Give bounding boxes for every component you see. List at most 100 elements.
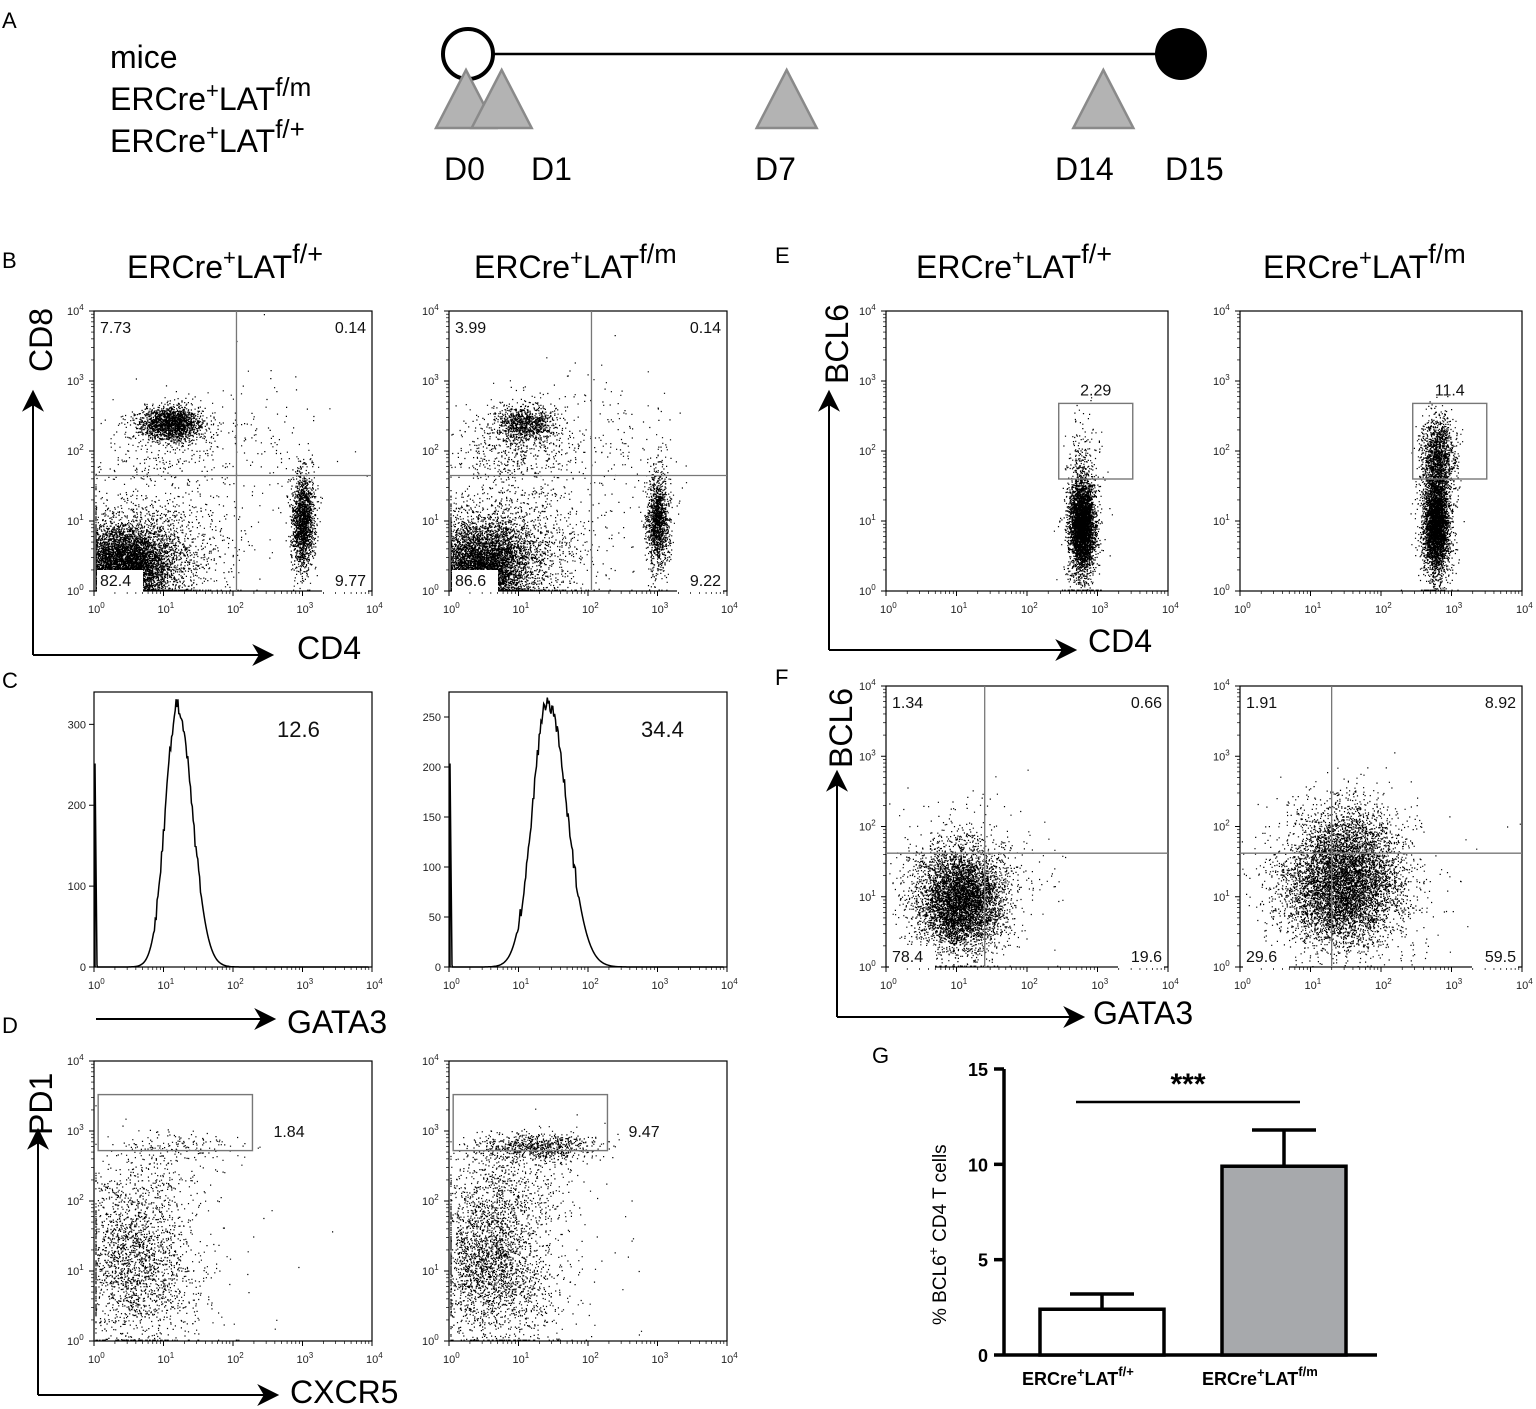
event-dots bbox=[1241, 752, 1521, 968]
x-tick-label: 100 bbox=[443, 1351, 460, 1366]
axis-name-d-y: PD1 bbox=[23, 1073, 59, 1135]
x-tick-label: 102 bbox=[227, 1351, 244, 1366]
bar-0 bbox=[1038, 1307, 1166, 1357]
x-tick-label: 104 bbox=[721, 1351, 738, 1366]
histogram-gate-value: 34.4 bbox=[641, 717, 684, 742]
y-tick-label: 200 bbox=[423, 762, 441, 774]
plot-b-right: 100 101 102 103 104 100 101 102 103 104 3.99 0.14 86… bbox=[422, 303, 738, 616]
x-tick-label: 104 bbox=[366, 601, 383, 616]
timeline-day-label: D14 bbox=[1055, 151, 1114, 187]
quadrant-value-ul: 1.91 bbox=[1246, 695, 1277, 712]
panel-label-g: G bbox=[872, 1043, 889, 1068]
quadrant-value-lr: 9.22 bbox=[690, 573, 721, 590]
y-tick-label: 104 bbox=[67, 303, 84, 318]
y-tick-label: 103 bbox=[1213, 373, 1230, 388]
axis-name-f-x: GATA3 bbox=[1093, 995, 1193, 1031]
y-tick-label: 100 bbox=[67, 583, 84, 598]
x-tick-label: 100 bbox=[88, 601, 105, 616]
x-tick-label: 102 bbox=[1021, 601, 1038, 616]
plot-c-right: 100 101 102 103 104 0 50 100 150 200 250 34.4 bbox=[423, 691, 738, 992]
plot-frame bbox=[93, 1060, 373, 1342]
injection-marker-2 bbox=[754, 67, 819, 130]
x-tick-label: 101 bbox=[1305, 601, 1322, 616]
y-tick-label: 102 bbox=[859, 443, 876, 458]
genotype-label-fplus: ERCre+LATf/+ bbox=[110, 114, 305, 159]
event-dots bbox=[1400, 396, 1465, 591]
x-tick-label: 100 bbox=[1234, 601, 1251, 616]
x-tick-label: 103 bbox=[1446, 601, 1463, 616]
x-tick-label: 101 bbox=[951, 601, 968, 616]
axis-name-b-y: CD8 bbox=[23, 308, 59, 372]
plot-frame bbox=[448, 1060, 728, 1342]
quadrant-value-lr: 19.6 bbox=[1131, 949, 1162, 966]
bar-y-tick-label: 5 bbox=[978, 1251, 988, 1271]
x-tick-label: 103 bbox=[1092, 601, 1109, 616]
panel-label-d: D bbox=[2, 1013, 18, 1038]
y-tick-label: 103 bbox=[859, 373, 876, 388]
y-tick-label: 103 bbox=[859, 748, 876, 763]
y-tick-label: 102 bbox=[422, 1193, 439, 1208]
x-tick-label: 104 bbox=[1162, 601, 1179, 616]
x-tick-label: 100 bbox=[88, 1351, 105, 1366]
x-tick-label: 103 bbox=[297, 977, 314, 992]
title-b-right: ERCre+LATf/m bbox=[474, 239, 677, 285]
bar-chart-ylabel: % BCL6+ CD4 T cells bbox=[925, 1144, 951, 1325]
y-tick-label: 103 bbox=[1213, 748, 1230, 763]
injection-marker-3 bbox=[1071, 67, 1136, 130]
plot-e-right: 100 101 102 103 104 100 101 102 103 104 11.4 bbox=[1213, 303, 1533, 616]
y-tick-label: 100 bbox=[67, 1333, 84, 1348]
y-tick-label: 101 bbox=[859, 513, 876, 528]
bar-label-fplus: ERCre+LATf/+ bbox=[1022, 1364, 1134, 1389]
axis-name-c-x: GATA3 bbox=[287, 1004, 387, 1040]
y-tick-label: 101 bbox=[67, 513, 84, 528]
y-tick-label: 104 bbox=[67, 1053, 84, 1068]
x-tick-label: 102 bbox=[1375, 601, 1392, 616]
y-tick-label: 200 bbox=[68, 800, 86, 812]
x-tick-label: 100 bbox=[88, 977, 105, 992]
event-dots bbox=[450, 1108, 643, 1341]
quadrant-value-lr: 59.5 bbox=[1485, 949, 1516, 966]
x-tick-label: 103 bbox=[652, 601, 669, 616]
y-tick-label: 100 bbox=[1213, 959, 1230, 974]
y-tick-label: 104 bbox=[859, 678, 876, 693]
quadrant-value-ul: 1.34 bbox=[892, 695, 923, 712]
y-tick-label: 101 bbox=[1213, 889, 1230, 904]
event-dots bbox=[450, 335, 688, 591]
y-tick-label: 101 bbox=[422, 1263, 439, 1278]
x-tick-label: 100 bbox=[1234, 977, 1251, 992]
y-tick-label: 150 bbox=[423, 812, 441, 824]
y-tick-label: 102 bbox=[859, 819, 876, 834]
end-filled-circle bbox=[1155, 28, 1207, 80]
y-tick-label: 101 bbox=[67, 1263, 84, 1278]
axis-name-f-y: BCL6 bbox=[823, 688, 859, 768]
plot-b-left: 100 101 102 103 104 100 101 102 103 104 7.73 0.14 82… bbox=[67, 303, 383, 616]
y-tick-label: 250 bbox=[423, 712, 441, 724]
y-tick-label: 104 bbox=[1213, 303, 1230, 318]
x-tick-label: 103 bbox=[297, 601, 314, 616]
x-tick-label: 101 bbox=[158, 977, 175, 992]
quadrant-value-ur: 0.14 bbox=[690, 320, 721, 337]
x-tick-label: 102 bbox=[227, 601, 244, 616]
plot-f-left: 100 101 102 103 104 100 101 102 103 104 1.34 0.66 78… bbox=[859, 678, 1179, 992]
bcl6-gate-value: 2.29 bbox=[1080, 382, 1111, 399]
y-tick-label: 104 bbox=[422, 303, 439, 318]
y-tick-label: 103 bbox=[67, 1123, 84, 1138]
y-tick-label: 300 bbox=[68, 719, 86, 731]
histogram-line bbox=[94, 699, 369, 968]
plot-frame bbox=[885, 310, 1169, 592]
significance-stars: *** bbox=[1170, 1068, 1205, 1101]
tfh-gate bbox=[97, 1093, 254, 1152]
x-tick-label: 104 bbox=[721, 601, 738, 616]
y-tick-label: 100 bbox=[1213, 583, 1230, 598]
y-tick-label: 100 bbox=[68, 881, 86, 893]
y-tick-label: 104 bbox=[859, 303, 876, 318]
y-tick-label: 103 bbox=[422, 373, 439, 388]
y-tick-label: 0 bbox=[80, 962, 86, 974]
y-tick-label: 102 bbox=[1213, 819, 1230, 834]
x-tick-label: 101 bbox=[513, 601, 530, 616]
quadrant-value-ur: 0.14 bbox=[335, 320, 366, 337]
plot-d-left: 100 101 102 103 104 100 101 102 103 104 1.84 bbox=[67, 1053, 383, 1366]
x-tick-label: 102 bbox=[1375, 977, 1392, 992]
x-tick-label: 101 bbox=[158, 1351, 175, 1366]
title-e-right: ERCre+LATf/m bbox=[1263, 239, 1466, 285]
